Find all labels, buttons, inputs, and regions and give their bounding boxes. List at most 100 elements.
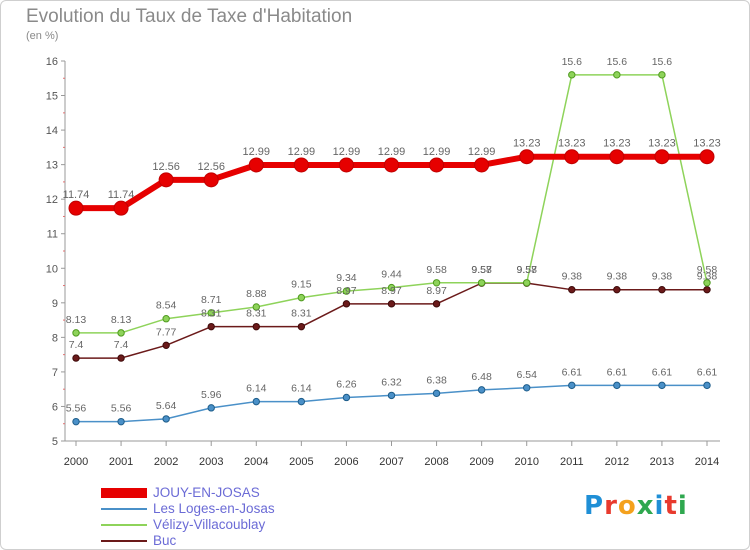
data-label: 5.64 <box>156 400 177 412</box>
data-point <box>72 329 80 337</box>
proxiti-logo: Proxiti <box>584 491 688 521</box>
y-tick-label: 10 <box>46 263 58 275</box>
data-label: 9.58 <box>426 264 447 276</box>
data-point <box>162 415 170 423</box>
data-point <box>432 279 441 287</box>
data-point <box>613 71 621 79</box>
y-tick-label: 12 <box>46 194 58 206</box>
chart-title: Evolution du Taux de Taxe d'Habitation <box>26 6 353 27</box>
data-point <box>568 71 576 79</box>
x-tick-label: 2000 <box>64 456 88 468</box>
data-point <box>252 322 260 331</box>
data-point <box>703 381 711 390</box>
data-label: 5.56 <box>66 403 87 415</box>
legend-label: JOUY-EN-JOSAS <box>153 485 260 500</box>
logo-letter: o <box>617 491 637 521</box>
data-label: 13.23 <box>513 138 541 150</box>
data-point <box>658 71 666 79</box>
data-label: 9.38 <box>562 271 583 283</box>
data-label: 9.38 <box>697 271 718 283</box>
logo-letter: t <box>664 491 678 521</box>
data-label: 6.61 <box>562 366 583 378</box>
data-point <box>477 279 486 287</box>
x-tick-label: 2012 <box>605 456 629 468</box>
data-label: 7.4 <box>114 339 129 351</box>
data-point <box>519 149 535 165</box>
x-tick-label: 2006 <box>334 456 358 468</box>
data-label: 12.56 <box>152 161 180 173</box>
data-label: 9.58 <box>697 264 718 276</box>
data-label: 9.38 <box>607 271 628 283</box>
data-point <box>117 417 125 426</box>
data-point <box>72 417 80 426</box>
data-label: 12.99 <box>333 146 361 158</box>
data-point <box>387 391 396 400</box>
data-point <box>699 149 715 165</box>
y-tick-label: 11 <box>47 229 58 241</box>
data-label: 12.99 <box>468 146 496 158</box>
legend-item: Buc <box>101 533 361 549</box>
data-point <box>387 300 396 308</box>
x-tick-label: 2001 <box>109 456 133 468</box>
y-tick-label: 13 <box>46 160 58 172</box>
logo-letter: i <box>654 491 665 521</box>
x-tick-label: 2004 <box>244 456 268 468</box>
data-point <box>293 157 309 173</box>
data-point <box>342 287 351 295</box>
data-label: 8.71 <box>201 294 222 306</box>
data-point <box>387 283 396 292</box>
data-label: 9.44 <box>381 269 402 281</box>
chart-subtitle: (en %) <box>26 30 59 42</box>
data-label: 15.6 <box>607 56 628 68</box>
data-label: 8.13 <box>111 314 132 326</box>
data-label: 8.31 <box>246 308 267 320</box>
data-point <box>523 384 531 392</box>
x-tick-label: 2011 <box>560 456 584 468</box>
data-point <box>658 381 666 390</box>
data-label: 6.14 <box>246 383 267 395</box>
data-point <box>117 329 125 337</box>
data-label: 8.97 <box>381 285 402 297</box>
data-point <box>613 285 621 294</box>
data-label: 11.74 <box>108 189 135 201</box>
logo-letter: P <box>584 491 605 521</box>
data-label: 13.23 <box>603 138 631 150</box>
y-tick-label: 16 <box>46 56 58 68</box>
logo-letter: r <box>604 491 618 521</box>
data-point <box>477 386 486 394</box>
logo-letter: x <box>636 491 655 521</box>
x-tick-label: 2005 <box>289 456 313 468</box>
data-point <box>338 157 354 173</box>
y-tick-label: 5 <box>52 436 58 448</box>
data-label: 12.99 <box>243 146 271 158</box>
data-point <box>613 381 621 390</box>
data-point <box>248 157 264 173</box>
data-point <box>609 149 625 165</box>
data-label: 8.31 <box>291 308 312 320</box>
x-tick-label: 2010 <box>514 456 538 468</box>
data-label: 9.15 <box>291 279 312 291</box>
y-tick-label: 7 <box>52 367 58 379</box>
data-label: 6.61 <box>697 366 718 378</box>
x-tick-label: 2007 <box>379 456 403 468</box>
data-label: 8.54 <box>156 300 177 312</box>
data-point <box>297 397 306 406</box>
data-point <box>297 293 306 302</box>
data-point <box>162 315 170 323</box>
data-label: 8.31 <box>201 308 222 320</box>
y-tick-label: 8 <box>52 332 58 344</box>
data-label: 13.23 <box>693 138 721 150</box>
data-label: 9.57 <box>471 264 492 276</box>
data-label: 12.99 <box>288 146 316 158</box>
legend-swatch <box>101 524 147 526</box>
data-label: 7.77 <box>156 326 177 338</box>
data-point <box>342 393 351 402</box>
data-label: 8.13 <box>66 314 87 326</box>
data-label: 6.26 <box>336 378 357 390</box>
data-label: 15.6 <box>652 56 673 68</box>
data-label: 6.54 <box>516 369 537 381</box>
legend-label: Buc <box>153 533 177 548</box>
legend-item: Vélizy-Villacoublay <box>101 517 361 533</box>
data-label: 13.23 <box>648 138 676 150</box>
